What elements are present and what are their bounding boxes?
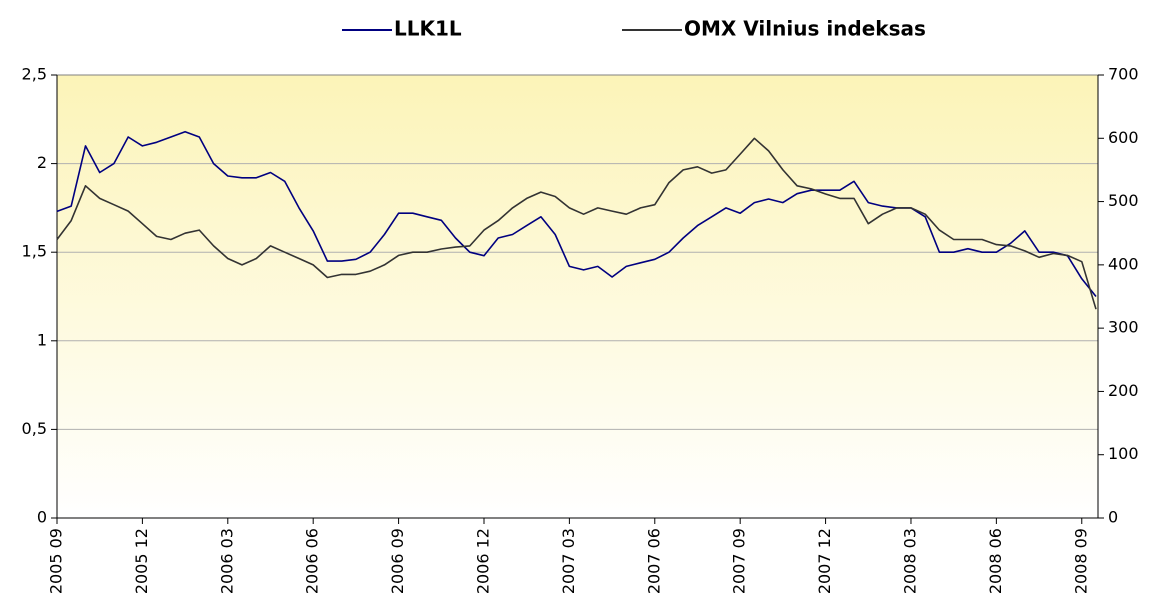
series-line [56, 130, 1097, 298]
x-tick-label: 2005 12 [132, 528, 151, 594]
x-tick-label: 2008 06 [986, 528, 1005, 594]
series-line [56, 137, 1097, 310]
y2-tick-label: 400 [1108, 254, 1139, 273]
x-tick-label: 2008 03 [900, 528, 919, 594]
y-tick-label: 0,5 [22, 419, 47, 438]
y2-tick-label: 600 [1108, 128, 1139, 147]
y-tick-label: 2 [37, 153, 47, 172]
x-tick-label: 2007 03 [559, 528, 578, 594]
x-tick-label: 2006 06 [303, 528, 322, 594]
x-tick-label: 2007 06 [644, 528, 663, 594]
x-tick-label: 2006 03 [217, 528, 236, 594]
y2-tick-label: 500 [1108, 191, 1139, 210]
y2-tick-label: 0 [1108, 508, 1118, 527]
legend-label: LLK1L [394, 17, 462, 41]
y-tick-label: 1 [37, 330, 47, 349]
y2-tick-label: 300 [1108, 318, 1139, 337]
x-tick-label: 2006 12 [473, 528, 492, 594]
plot-area [56, 74, 1099, 519]
y2-tick-label: 100 [1108, 444, 1139, 463]
x-tick-label: 2007 12 [815, 528, 834, 594]
y2-tick-label: 700 [1108, 65, 1139, 84]
y2-tick-label: 200 [1108, 381, 1139, 400]
legend-label: OMX Vilnius indeksas [684, 17, 926, 41]
y-tick-label: 1,5 [22, 242, 47, 261]
y-tick-label: 0 [37, 508, 47, 527]
y-tick-label: 2,5 [22, 65, 47, 84]
x-tick-label: 2006 09 [388, 528, 407, 594]
x-tick-label: 2007 09 [730, 528, 749, 594]
x-tick-label: 2005 09 [47, 528, 66, 594]
x-tick-label: 2008 09 [1071, 528, 1090, 594]
